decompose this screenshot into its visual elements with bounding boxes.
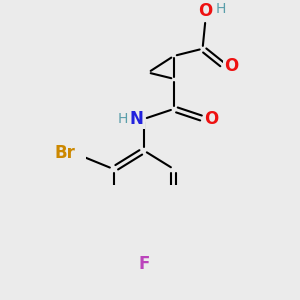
Text: N: N xyxy=(130,110,144,128)
Text: F: F xyxy=(138,255,149,273)
Text: O: O xyxy=(224,57,238,75)
Text: O: O xyxy=(198,2,213,20)
Text: H: H xyxy=(215,2,226,16)
Text: O: O xyxy=(204,110,218,128)
Text: H: H xyxy=(118,112,128,126)
Text: Br: Br xyxy=(54,144,75,162)
